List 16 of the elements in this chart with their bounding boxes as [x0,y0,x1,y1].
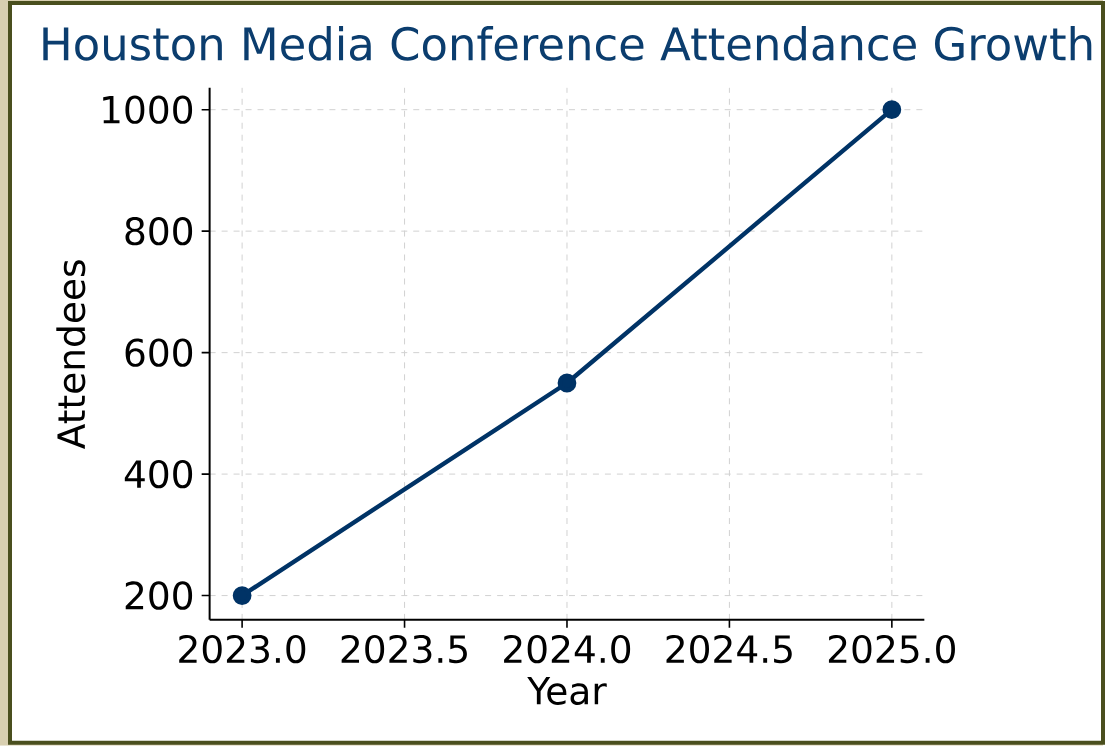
x-tick-label: 2024.5 [666,635,792,664]
x-tick-label: 2025.0 [828,635,955,664]
y-tick-label: 800 [125,217,193,246]
y-tick-label: 200 [125,581,193,610]
y-tick-label: 400 [124,460,193,489]
point [882,100,902,120]
y-tick-label: 1000 [103,95,193,125]
x-tick-label: 2023.5 [341,635,467,664]
point [557,373,577,393]
point [232,586,252,606]
chart-title: Houston Media Conference Attendance Growth [43,26,1092,61]
x-tick-label: 2023.0 [179,635,306,664]
y-axis-title: Attendees [56,260,86,450]
x-axis-title: Year [527,677,607,706]
x-tick-label: 2024.0 [504,635,631,664]
y-tick-label: 600 [125,338,193,367]
